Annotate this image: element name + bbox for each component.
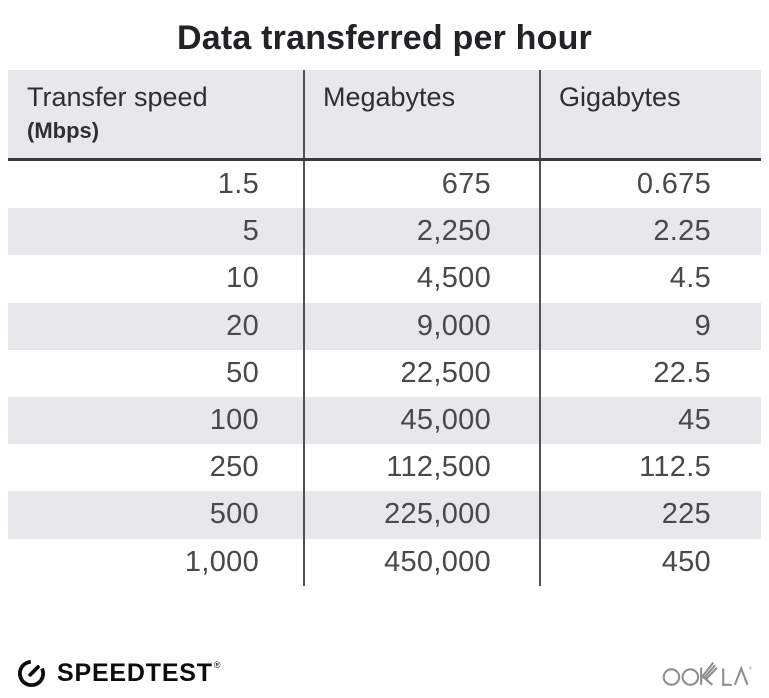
cell-gigabytes: 450: [539, 538, 761, 586]
registered-trademark-icon: ®: [213, 659, 221, 670]
ookla-wordmark-icon: OOKLA ®: [662, 662, 753, 686]
table-row: 1.5 675 0.675: [8, 161, 761, 209]
cell-gigabytes: 112.5: [539, 444, 761, 492]
cell-gigabytes: 0.675: [539, 161, 761, 209]
table-row: 50 22,500 22.5: [8, 349, 761, 397]
cell-megabytes: 22,500: [303, 349, 539, 397]
page-title: Data transferred per hour: [177, 19, 592, 57]
table-body: 1.5 675 0.675 5 2,250 2.25 10 4,500 4.5 …: [8, 161, 761, 586]
cell-megabytes: 45,000: [303, 396, 539, 445]
cell-speed: 50: [226, 356, 259, 389]
cell-speed: 20: [226, 309, 259, 342]
table-row: 20 9,000 9: [8, 302, 761, 350]
cell-speed: 10: [226, 262, 259, 295]
cell-megabytes: 450,000: [303, 538, 539, 586]
table-row: 5 2,250 2.25: [8, 208, 761, 256]
cell-megabytes: 2,250: [303, 208, 539, 256]
cell-speed: 500: [209, 498, 259, 531]
column-header-gigabytes: Gigabytes: [539, 70, 761, 158]
cell-speed: 1,000: [184, 545, 259, 578]
cell-gigabytes: 22.5: [539, 349, 761, 397]
cell-speed: 100: [209, 404, 259, 437]
cell-gigabytes: 4.5: [539, 255, 761, 303]
table-row: 10 4,500 4.5: [8, 255, 761, 303]
table-row: 1,000 450,000 450: [8, 538, 761, 586]
cell-gigabytes: 45: [539, 396, 761, 445]
speedtest-logo: SPEEDTEST ®: [16, 658, 221, 689]
cell-speed: 250: [209, 451, 259, 484]
cell-speed: 5: [242, 215, 259, 248]
speedtest-wordmark: SPEEDTEST: [57, 659, 213, 687]
data-table: Transfer speed (Mbps) Megabytes Gigabyte…: [8, 70, 761, 586]
cell-speed: 1.5: [217, 168, 259, 201]
cell-megabytes: 225,000: [303, 491, 539, 539]
column-header-megabytes: Megabytes: [303, 70, 539, 158]
speedtest-gauge-icon: [17, 659, 46, 688]
ookla-logo: OOKLA ®: [662, 659, 753, 692]
column-header-transfer-speed: Transfer speed (Mbps): [8, 70, 303, 158]
cell-gigabytes: 225: [539, 491, 761, 539]
table-row: 500 225,000 225: [8, 491, 761, 539]
svg-text:®: ®: [749, 665, 752, 671]
table-row: 100 45,000 45: [8, 396, 761, 445]
cell-megabytes: 4,500: [303, 255, 539, 303]
column-header-transfer-speed-label: Transfer speed: [27, 82, 208, 112]
cell-gigabytes: 9: [539, 302, 761, 350]
cell-megabytes: 9,000: [303, 302, 539, 350]
table-header-row: Transfer speed (Mbps) Megabytes Gigabyte…: [8, 70, 761, 161]
table-row: 250 112,500 112.5: [8, 444, 761, 492]
cell-megabytes: 112,500: [303, 444, 539, 492]
cell-megabytes: 675: [303, 161, 539, 209]
column-header-mbps-unit: (Mbps): [27, 118, 100, 144]
cell-gigabytes: 2.25: [539, 208, 761, 256]
